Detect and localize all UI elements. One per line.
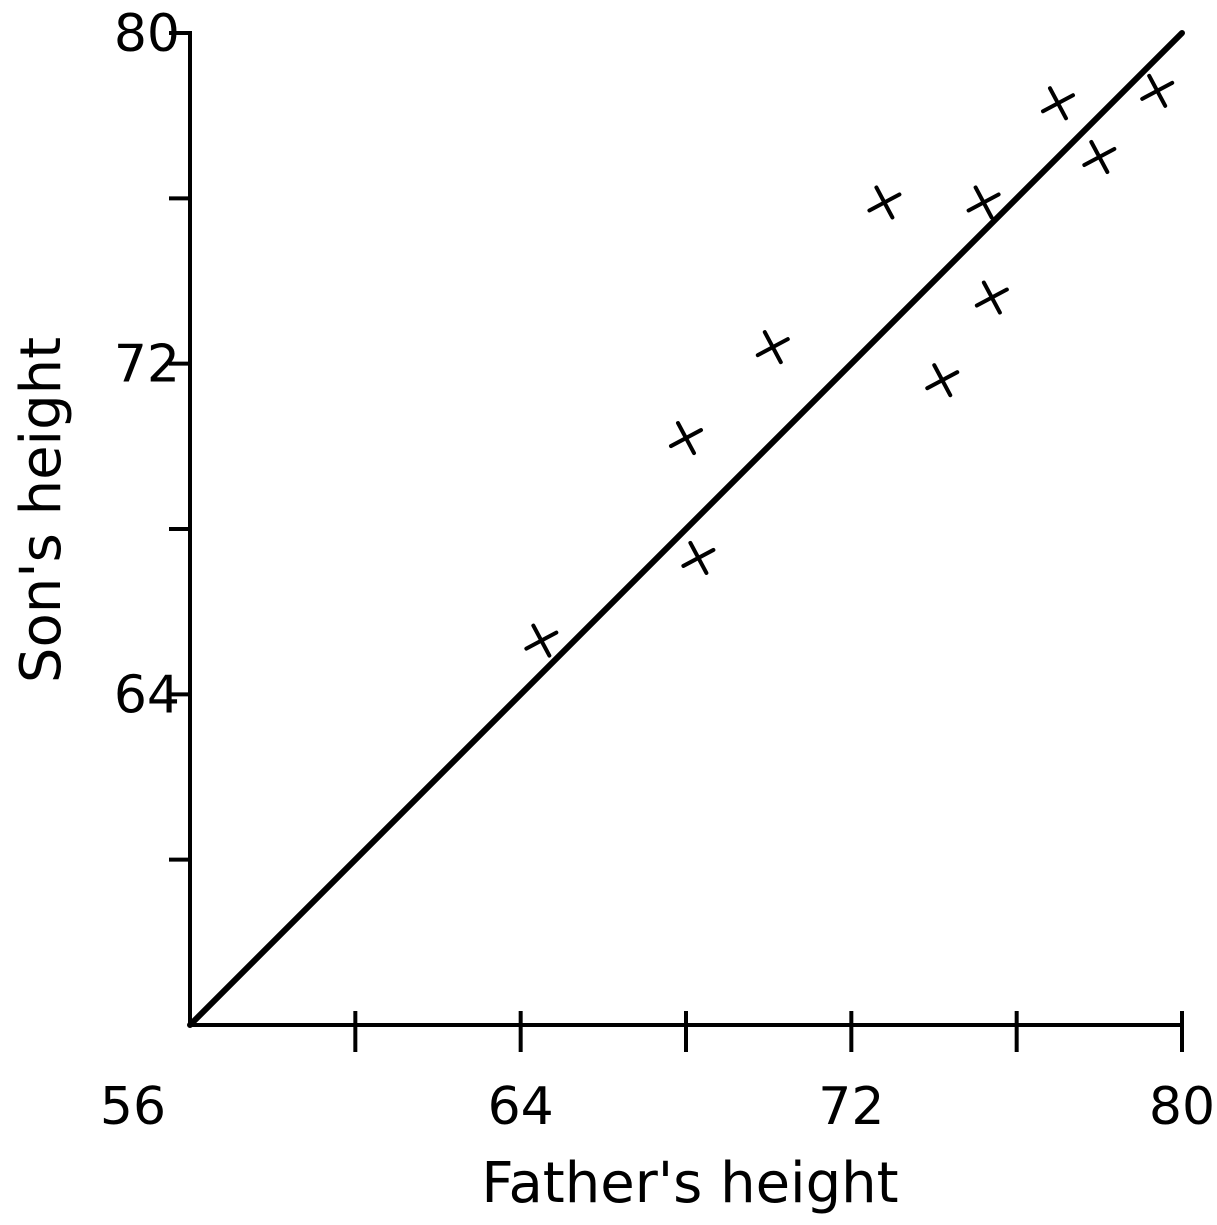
label-layer: Father's height Son's height xyxy=(9,337,899,1216)
y-tick-label-64: 64 xyxy=(114,665,180,725)
data-point-2 xyxy=(669,421,703,456)
data-point-9 xyxy=(1041,86,1075,121)
x-axis-label: Father's height xyxy=(481,1151,898,1216)
data-point-7 xyxy=(966,185,1001,220)
data-point-1 xyxy=(524,623,559,658)
y-tick-label-72: 72 xyxy=(114,335,180,395)
x-tick-label-72: 72 xyxy=(818,1077,884,1137)
plot-layer xyxy=(187,30,1185,1028)
x-tick-label-56: 56 xyxy=(100,1077,166,1137)
data-point-6 xyxy=(925,363,960,398)
y-axis-label: Son's height xyxy=(9,337,74,683)
data-point-3 xyxy=(681,540,716,575)
x-tick-label-64: 64 xyxy=(488,1077,554,1137)
y-tick-label-80: 80 xyxy=(114,4,180,64)
identity-line xyxy=(187,30,1185,1028)
x-tick-label-80: 80 xyxy=(1149,1077,1215,1137)
data-point-11 xyxy=(1140,73,1175,108)
data-point-4 xyxy=(755,330,790,365)
data-point-8 xyxy=(974,280,1009,315)
data-point-5 xyxy=(867,185,902,220)
data-point-10 xyxy=(1082,140,1117,174)
axis-layer: 56 64 72 80 64 72 80 xyxy=(100,4,1215,1137)
